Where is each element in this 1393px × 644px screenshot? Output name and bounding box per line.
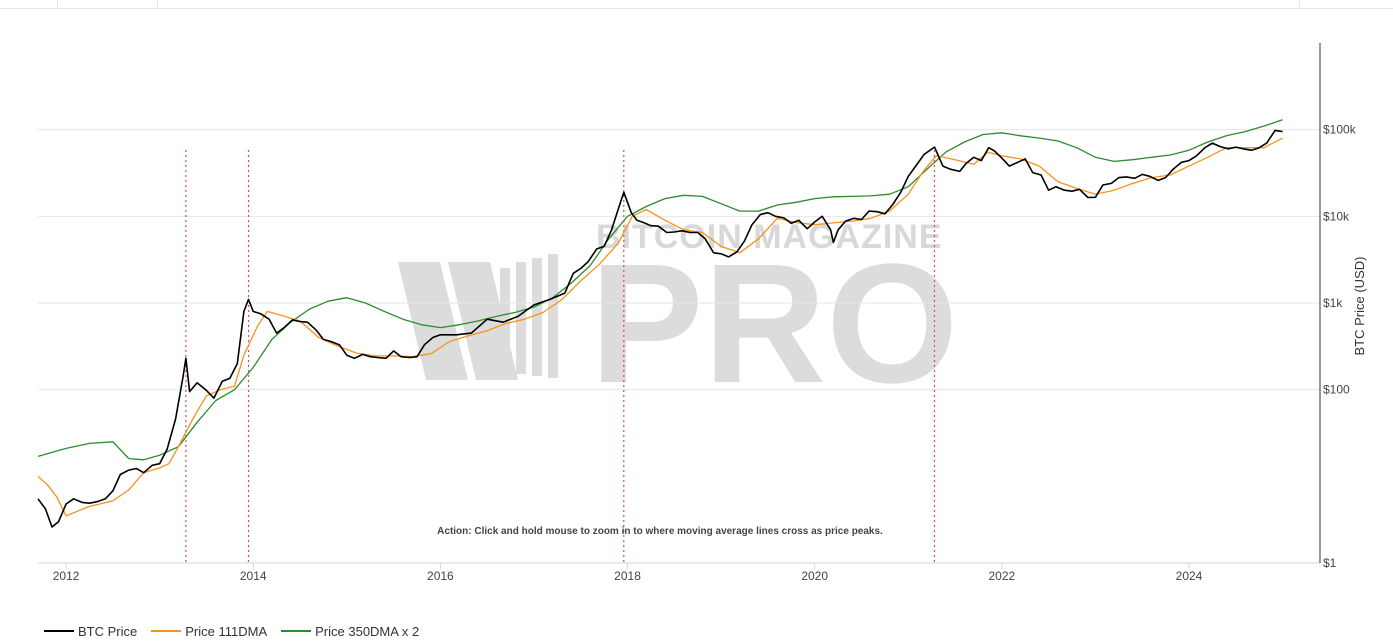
chart-legend: BTC Price Price 111DMA Price 350DMA x 2 — [44, 622, 419, 640]
series-lines — [37, 119, 1283, 528]
legend-label: Price 111DMA — [185, 623, 268, 639]
zoom-instruction-note: Action: Click and hold mouse to zoom in … — [437, 526, 883, 537]
btc-price-chart[interactable]: BITCOIN MAGAZINE PRO 2012 2014 2016 2018 202… — [0, 0, 1393, 620]
watermark-main-text: PRO — [590, 229, 958, 419]
top-tab[interactable] — [0, 0, 58, 8]
top-tab-bar — [0, 0, 1393, 9]
series-line-price-111dma — [37, 137, 1283, 517]
legend-label: Price 350DMA x 2 — [315, 623, 420, 639]
x-tick-label: 2016 — [427, 569, 454, 583]
legend-swatch — [281, 630, 312, 632]
y-tick-label: $10k — [1323, 209, 1350, 223]
gridlines — [38, 129, 1320, 391]
legend-item-btc-price[interactable]: BTC Price — [44, 622, 137, 640]
series-line-price-350dma-x-2 — [37, 119, 1283, 461]
x-tick-label: 2020 — [801, 569, 828, 583]
x-axis-ticks: 2012 2014 2016 2018 2020 2022 2024 — [53, 563, 1203, 583]
watermark-logo-icon — [398, 254, 558, 380]
legend-swatch — [151, 630, 182, 632]
y-tick-label: $1 — [1323, 556, 1337, 570]
y-tick-label: $1k — [1323, 296, 1343, 310]
peak-markers — [185, 150, 936, 563]
x-tick-label: 2012 — [53, 569, 80, 583]
watermark: BITCOIN MAGAZINE PRO — [398, 218, 958, 419]
x-tick-label: 2022 — [988, 569, 1015, 583]
legend-item-111dma[interactable]: Price 111DMA — [151, 622, 267, 640]
top-tab-right[interactable] — [1299, 0, 1393, 8]
x-tick-label: 2024 — [1176, 569, 1203, 583]
y-tick-label: $100 — [1323, 383, 1350, 397]
legend-item-350dma[interactable]: Price 350DMA x 2 — [281, 622, 419, 640]
top-tab-active[interactable] — [57, 0, 158, 8]
y-axis-title: BTC Price (USD) — [1352, 257, 1367, 356]
legend-label: BTC Price — [78, 623, 138, 639]
series-line-btc-price — [37, 129, 1283, 528]
watermark-top-text: BITCOIN MAGAZINE — [596, 218, 943, 256]
legend-swatch — [44, 630, 74, 632]
y-axis-ticks: $100k $10k $1k $100 $1 — [1323, 123, 1357, 570]
x-tick-label: 2018 — [614, 569, 641, 583]
y-tick-label: $100k — [1323, 123, 1357, 137]
x-tick-label: 2014 — [240, 569, 267, 583]
